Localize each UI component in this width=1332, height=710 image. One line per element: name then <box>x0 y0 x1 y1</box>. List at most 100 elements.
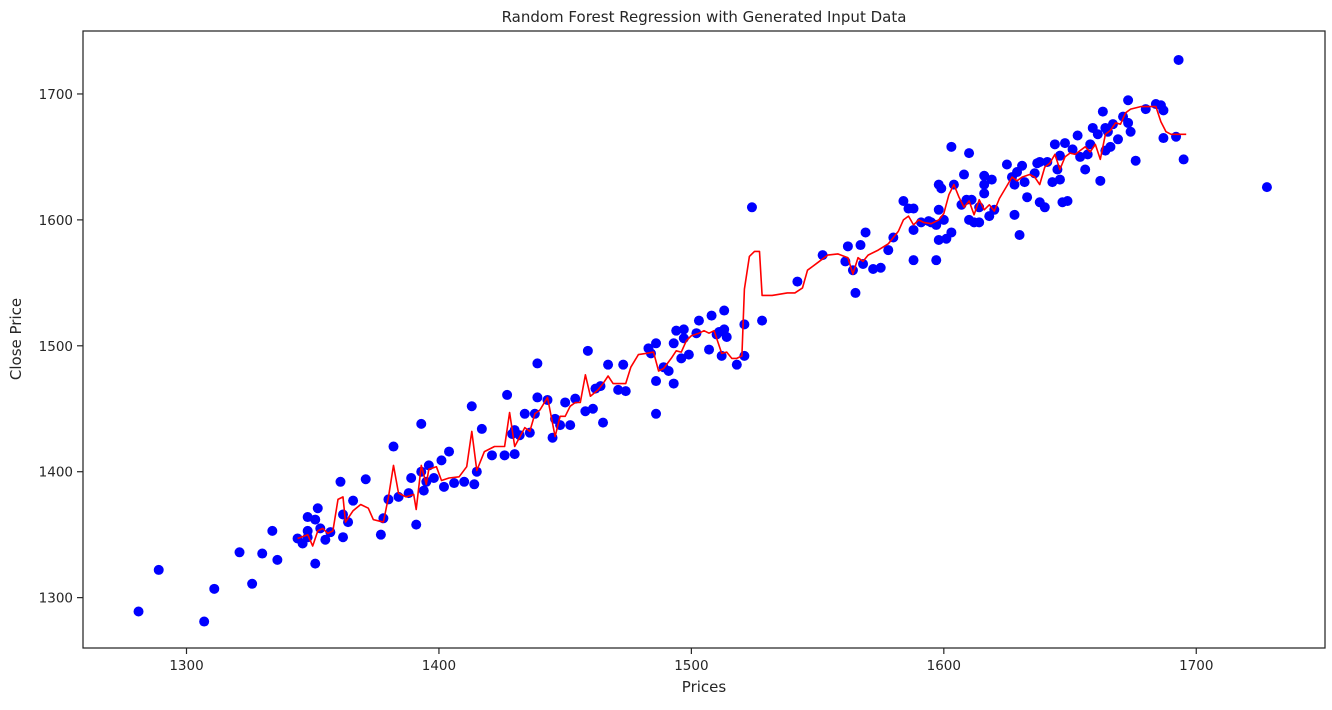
scatter-point <box>310 558 321 569</box>
scatter-point <box>898 195 909 206</box>
scatter-point <box>532 392 543 403</box>
scatter-point <box>731 359 742 370</box>
scatter-point <box>979 188 990 199</box>
x-tick-label: 1300 <box>169 658 203 674</box>
scatter-point <box>416 418 427 429</box>
scatter-point <box>570 393 581 404</box>
scatter-point <box>469 479 480 490</box>
scatter-point <box>651 338 662 349</box>
scatter-point <box>1017 160 1028 171</box>
scatter-point <box>938 214 949 225</box>
scatter-point <box>739 319 750 330</box>
scatter-point <box>406 473 417 484</box>
scatter-point <box>719 324 730 335</box>
scatter-point <box>509 449 520 460</box>
scatter-point <box>620 386 631 397</box>
y-tick-label: 1700 <box>39 87 73 103</box>
scatter-point <box>338 532 349 543</box>
scatter-point <box>1075 151 1086 162</box>
scatter-point <box>757 315 768 326</box>
x-tick-label: 1400 <box>422 658 456 674</box>
scatter-point <box>1039 202 1050 213</box>
scatter-point <box>683 349 694 360</box>
scatter-point <box>1261 182 1272 193</box>
scatter-point <box>842 241 853 252</box>
scatter-point <box>1067 144 1078 155</box>
scatter-point <box>257 548 268 559</box>
scatter-point <box>1062 195 1073 206</box>
scatter-point <box>1123 95 1134 106</box>
scatter-point <box>1173 54 1184 65</box>
scatter-point <box>1009 179 1020 190</box>
scatter-point <box>706 310 717 321</box>
scatter-point <box>560 397 571 408</box>
scatter-point <box>209 583 220 594</box>
scatter-point <box>603 359 614 370</box>
scatter-point <box>979 179 990 190</box>
scatter-point <box>676 353 687 364</box>
scatter-point <box>875 262 886 273</box>
scatter-point <box>668 378 679 389</box>
scatter-point <box>693 315 704 326</box>
scatter-point <box>1054 150 1065 161</box>
scatter-point <box>1092 129 1103 140</box>
scatter-point <box>486 450 497 461</box>
scatter-point <box>936 183 947 194</box>
scatter-point <box>1009 209 1020 220</box>
scatter-point <box>502 389 513 400</box>
scatter-point <box>580 406 591 417</box>
scatter-point <box>645 348 656 359</box>
scatter-point <box>1130 155 1141 166</box>
scatter-point <box>1059 138 1070 149</box>
scatter-point <box>234 547 245 558</box>
scatter-point <box>466 401 477 412</box>
prediction-line <box>297 105 1187 547</box>
scatter-point <box>651 408 662 419</box>
scatter-point <box>668 338 679 349</box>
scatter-point <box>436 455 447 466</box>
x-tick-label: 1600 <box>927 658 961 674</box>
scatter-point <box>651 376 662 387</box>
scatter-point <box>1049 139 1060 150</box>
scatter-point <box>850 287 861 298</box>
axes-frame <box>82 30 1326 649</box>
y-tick-label: 1500 <box>39 339 73 355</box>
plot-area <box>133 54 1272 627</box>
scatter-point <box>858 258 869 269</box>
scatter-point <box>302 512 313 523</box>
scatter-point <box>1095 175 1106 186</box>
scatter-point <box>360 474 371 485</box>
scatter-point <box>449 478 460 489</box>
scatter-point <box>908 224 919 235</box>
scatter-point <box>1107 119 1118 130</box>
scatter-point <box>587 403 598 414</box>
scatter-point <box>444 446 455 457</box>
scatter-point <box>721 331 732 342</box>
scatter-point <box>860 227 871 238</box>
scatter-point <box>1022 192 1033 203</box>
scatter-point <box>1072 130 1083 141</box>
scatter-point <box>1105 141 1116 152</box>
scatter-point <box>459 476 470 487</box>
scatter-point <box>1158 105 1169 116</box>
scatter-point <box>1034 156 1045 167</box>
scatter-point <box>1054 174 1065 185</box>
scatter-point <box>388 441 399 452</box>
scatter-point <box>411 519 422 530</box>
y-axis: 1300 1400 1500 1600 1700 <box>39 87 83 607</box>
scatter-point <box>428 473 439 484</box>
scatter-point <box>375 529 386 540</box>
scatter-point <box>519 408 530 419</box>
scatter-point <box>1158 133 1169 144</box>
scatter-point <box>598 417 609 428</box>
scatter-point <box>1047 177 1058 188</box>
x-tick-label: 1700 <box>1179 658 1213 674</box>
scatter-point <box>1001 159 1012 170</box>
scatter-point <box>933 235 944 246</box>
scatter-point <box>418 485 429 496</box>
scatter-point <box>678 333 689 344</box>
scatter-point <box>310 514 321 525</box>
chart-title: Random Forest Regression with Generated … <box>502 8 907 26</box>
